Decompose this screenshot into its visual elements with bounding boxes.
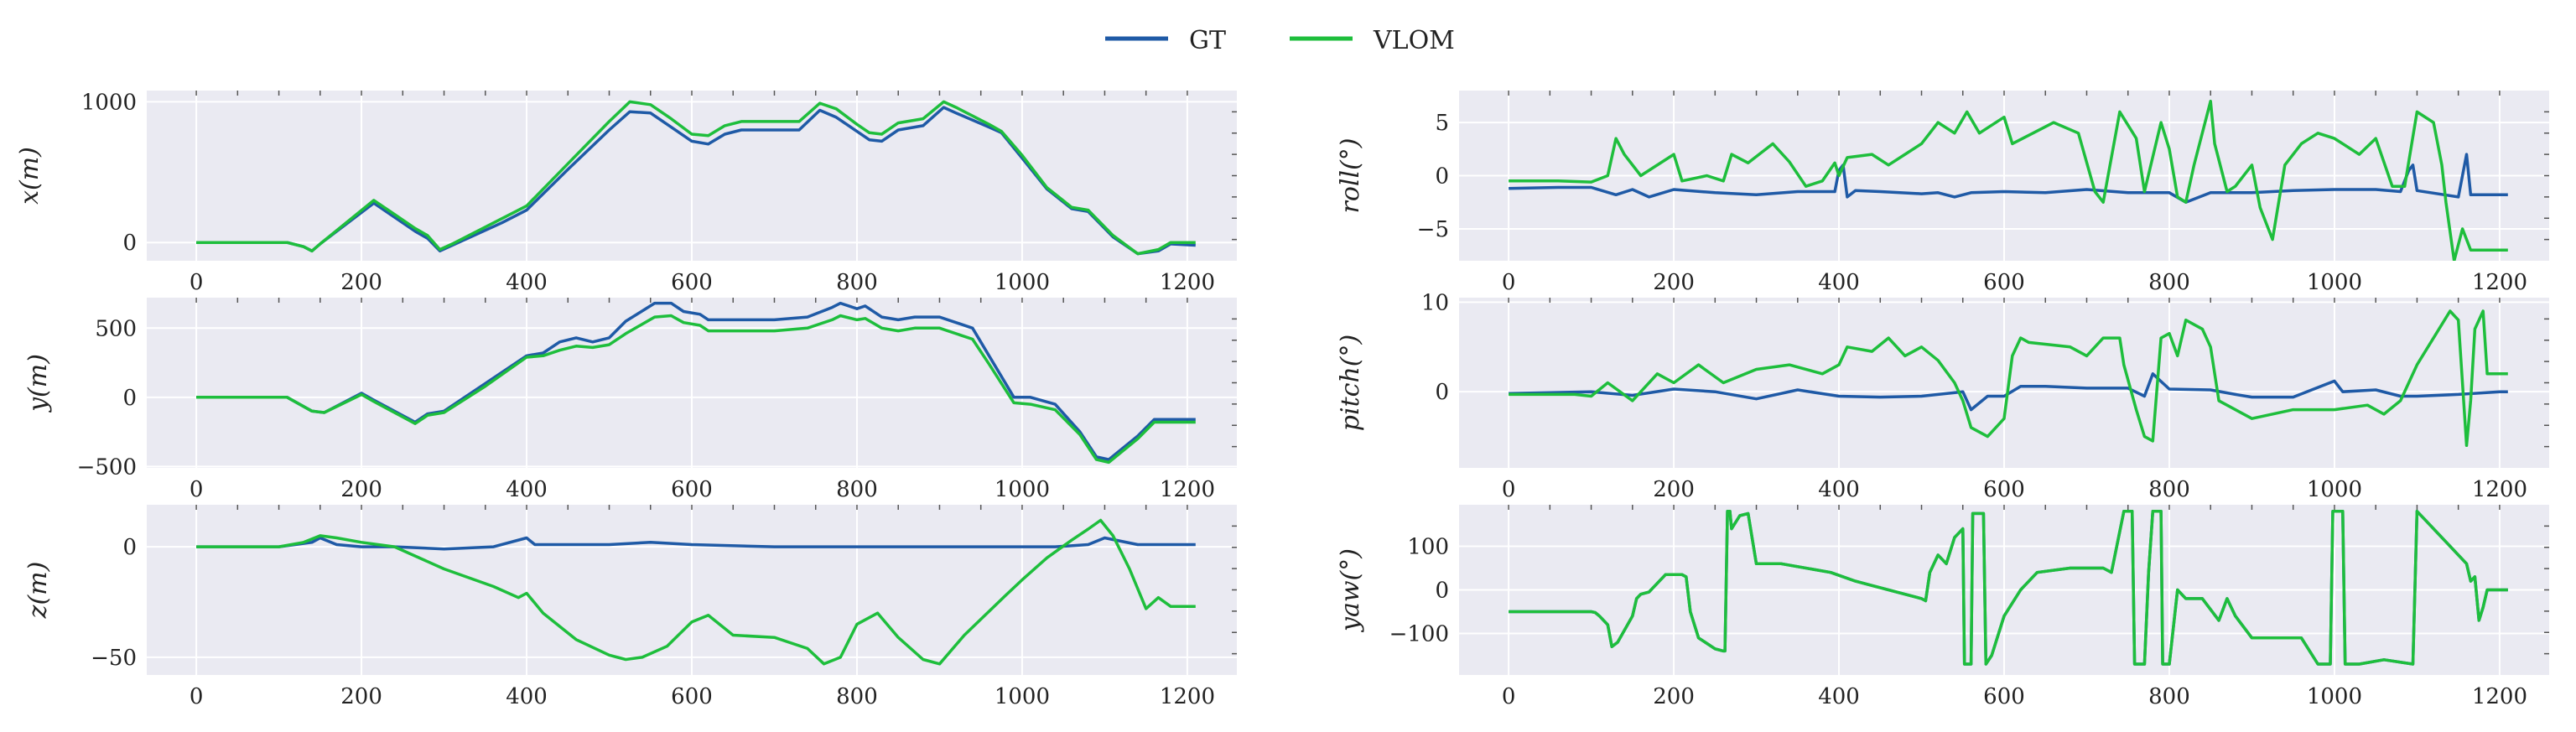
y-tick-label: 0 [122,386,137,411]
x-tick-label: 800 [2148,270,2190,295]
y-tick-label: −500 [77,454,137,480]
y-tick-label: 5 [1435,111,1449,136]
x-tick-label: 200 [1653,684,1695,709]
panel-roll: 0 200 400 600 800 1000 1200 −5 0 5 roll(°) [1336,91,2549,295]
series-line-vlom [196,518,1196,666]
y-tick-label: 0 [122,231,137,256]
y-axis-label-y: y(m) [23,354,53,413]
x-tick-label: 1000 [995,270,1050,295]
y-tick-label: 10 [1421,290,1449,315]
panel-yaw: 0 200 400 600 800 1000 1200 −100 0 100 yaw(°) [1336,505,2549,709]
y-tick-label: 100 [1407,534,1449,559]
x-tick-label: 1200 [2472,270,2527,295]
x-tick-label: 600 [671,684,713,709]
x-tick-label: 1000 [2307,270,2362,295]
y-tick-label: 0 [1435,579,1449,604]
x-tick-label: 0 [190,684,204,709]
x-tick-label: 600 [1983,477,2025,502]
x-tick-label: 1200 [1160,270,1215,295]
x-tick-label: 600 [1983,270,2025,295]
x-tick-label: 600 [671,270,713,295]
y-tick-label: 1000 [81,90,137,115]
legend: GT VLOM [1105,26,1455,55]
x-tick-label: 400 [506,270,548,295]
x-tick-label: 400 [506,477,548,502]
x-tick-label: 0 [190,270,204,295]
x-tick-label: 200 [340,270,382,295]
x-tick-label: 0 [1502,684,1516,709]
x-tick-label: 0 [190,477,204,502]
y-tick-label: −5 [1417,217,1449,242]
x-tick-label: 800 [836,270,878,295]
series-line-vlom [1509,309,2508,448]
x-tick-label: 200 [1653,477,1695,502]
x-tick-label: 800 [2148,477,2190,502]
panel-y: 0 200 400 600 800 1000 1200 −500 0 500 y(m) [23,298,1237,502]
y-tick-label: 0 [122,535,137,560]
x-tick-label: 1000 [2307,477,2362,502]
x-tick-label: 800 [2148,684,2190,709]
x-tick-label: 0 [1502,270,1516,295]
y-tick-label: 0 [1435,380,1449,405]
series-line-vlom [196,100,1196,256]
x-tick-label: 200 [340,477,382,502]
y-axis-label-pitch: pitch(°) [1336,335,1365,431]
y-axis-label-roll: roll(°) [1336,138,1365,214]
x-tick-label: 1000 [995,477,1050,502]
x-tick-label: 1200 [1160,477,1215,502]
x-tick-label: 400 [506,684,548,709]
x-tick-label: 400 [1818,477,1860,502]
y-axis-label-yaw: yaw(°) [1336,548,1365,633]
legend-label-vlom: VLOM [1373,26,1455,55]
y-tick-label: 0 [1435,164,1449,189]
x-tick-label: 400 [1818,684,1860,709]
x-tick-label: 1000 [2307,684,2362,709]
panel-x: 0 200 400 600 800 1000 1200 0 1000 x(m) [15,90,1237,295]
x-tick-label: 600 [671,477,713,502]
series-line-vlom [196,314,1196,465]
x-tick-label: 1200 [1160,684,1215,709]
panel-z: 0 200 400 600 800 1000 1200 −50 0 z(m) [23,505,1237,709]
series-line-gt [1509,372,2508,412]
x-tick-label: 800 [836,684,878,709]
x-tick-label: 600 [1983,684,2025,709]
panel-pitch: 0 200 400 600 800 1000 1200 0 10 pitch(°) [1336,290,2549,502]
x-tick-label: 400 [1818,270,1860,295]
y-axis-label-x: x(m) [15,147,44,205]
series-line-gt [196,536,1196,551]
y-axis-label-z: z(m) [23,562,53,620]
x-tick-label: 200 [1653,270,1695,295]
series-line-vlom [1509,510,2508,666]
x-tick-label: 1200 [2472,477,2527,502]
x-tick-label: 0 [1502,477,1516,502]
x-tick-label: 800 [836,477,878,502]
series-line-vlom [1509,99,2508,261]
y-tick-label: 500 [95,316,137,341]
y-tick-label: −50 [91,646,137,671]
x-tick-label: 1000 [995,684,1050,709]
y-tick-label: −100 [1389,622,1449,647]
legend-label-gt: GT [1189,26,1226,55]
x-tick-label: 1200 [2472,684,2527,709]
x-tick-label: 200 [340,684,382,709]
